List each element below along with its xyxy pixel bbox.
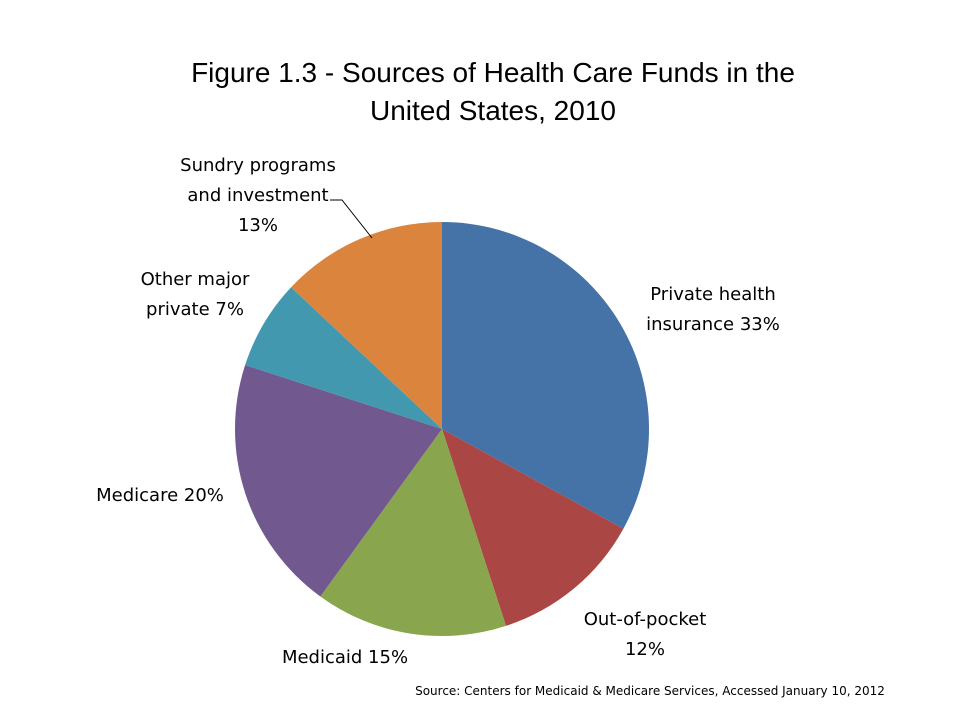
- slice-label-line: private 7%: [146, 299, 244, 320]
- slice-label-line: Sundry programs: [180, 155, 336, 176]
- pie-slice-3: [234, 365, 442, 597]
- slice-label-out-of-pocket: Out-of-pocket 12%: [560, 605, 730, 665]
- slice-label-sundry-programs: Sundry programs and investment 13%: [158, 151, 358, 241]
- slice-label-line: Out-of-pocket: [583, 609, 707, 630]
- slice-label-medicare: Medicare 20%: [75, 481, 245, 511]
- slice-label-line: 12%: [624, 639, 665, 660]
- pie-slice-5: [291, 222, 442, 429]
- slice-label-line: insurance 33%: [646, 314, 780, 335]
- leader-line-sundry-programs: [330, 199, 373, 239]
- pie-slice-2: [320, 429, 506, 637]
- slice-label-line: 13%: [237, 215, 278, 236]
- pie-slice-0: [442, 221, 650, 529]
- slice-label-private-health-insurance: Private health insurance 33%: [618, 280, 808, 340]
- slice-label-line: Medicare 20%: [96, 485, 224, 506]
- chart-title-line-2: United States, 2010: [370, 95, 616, 126]
- source-note: Source: Centers for Medicaid & Medicare …: [415, 684, 885, 698]
- slice-label-line: Other major: [140, 269, 250, 290]
- slice-label-other-major-private: Other major private 7%: [105, 265, 285, 325]
- pie-slice-1: [442, 429, 624, 626]
- slice-label-line: Medicaid 15%: [281, 647, 409, 668]
- slice-label-line: and investment: [187, 185, 329, 206]
- pie-slice-4: [245, 287, 442, 429]
- slice-label-line: Private health: [650, 284, 776, 305]
- chart-title-line-1: Figure 1.3 - Sources of Health Care Fund…: [191, 57, 795, 88]
- slice-label-medicaid: Medicaid 15%: [260, 643, 430, 673]
- chart-title: Figure 1.3 - Sources of Health Care Fund…: [60, 54, 926, 130]
